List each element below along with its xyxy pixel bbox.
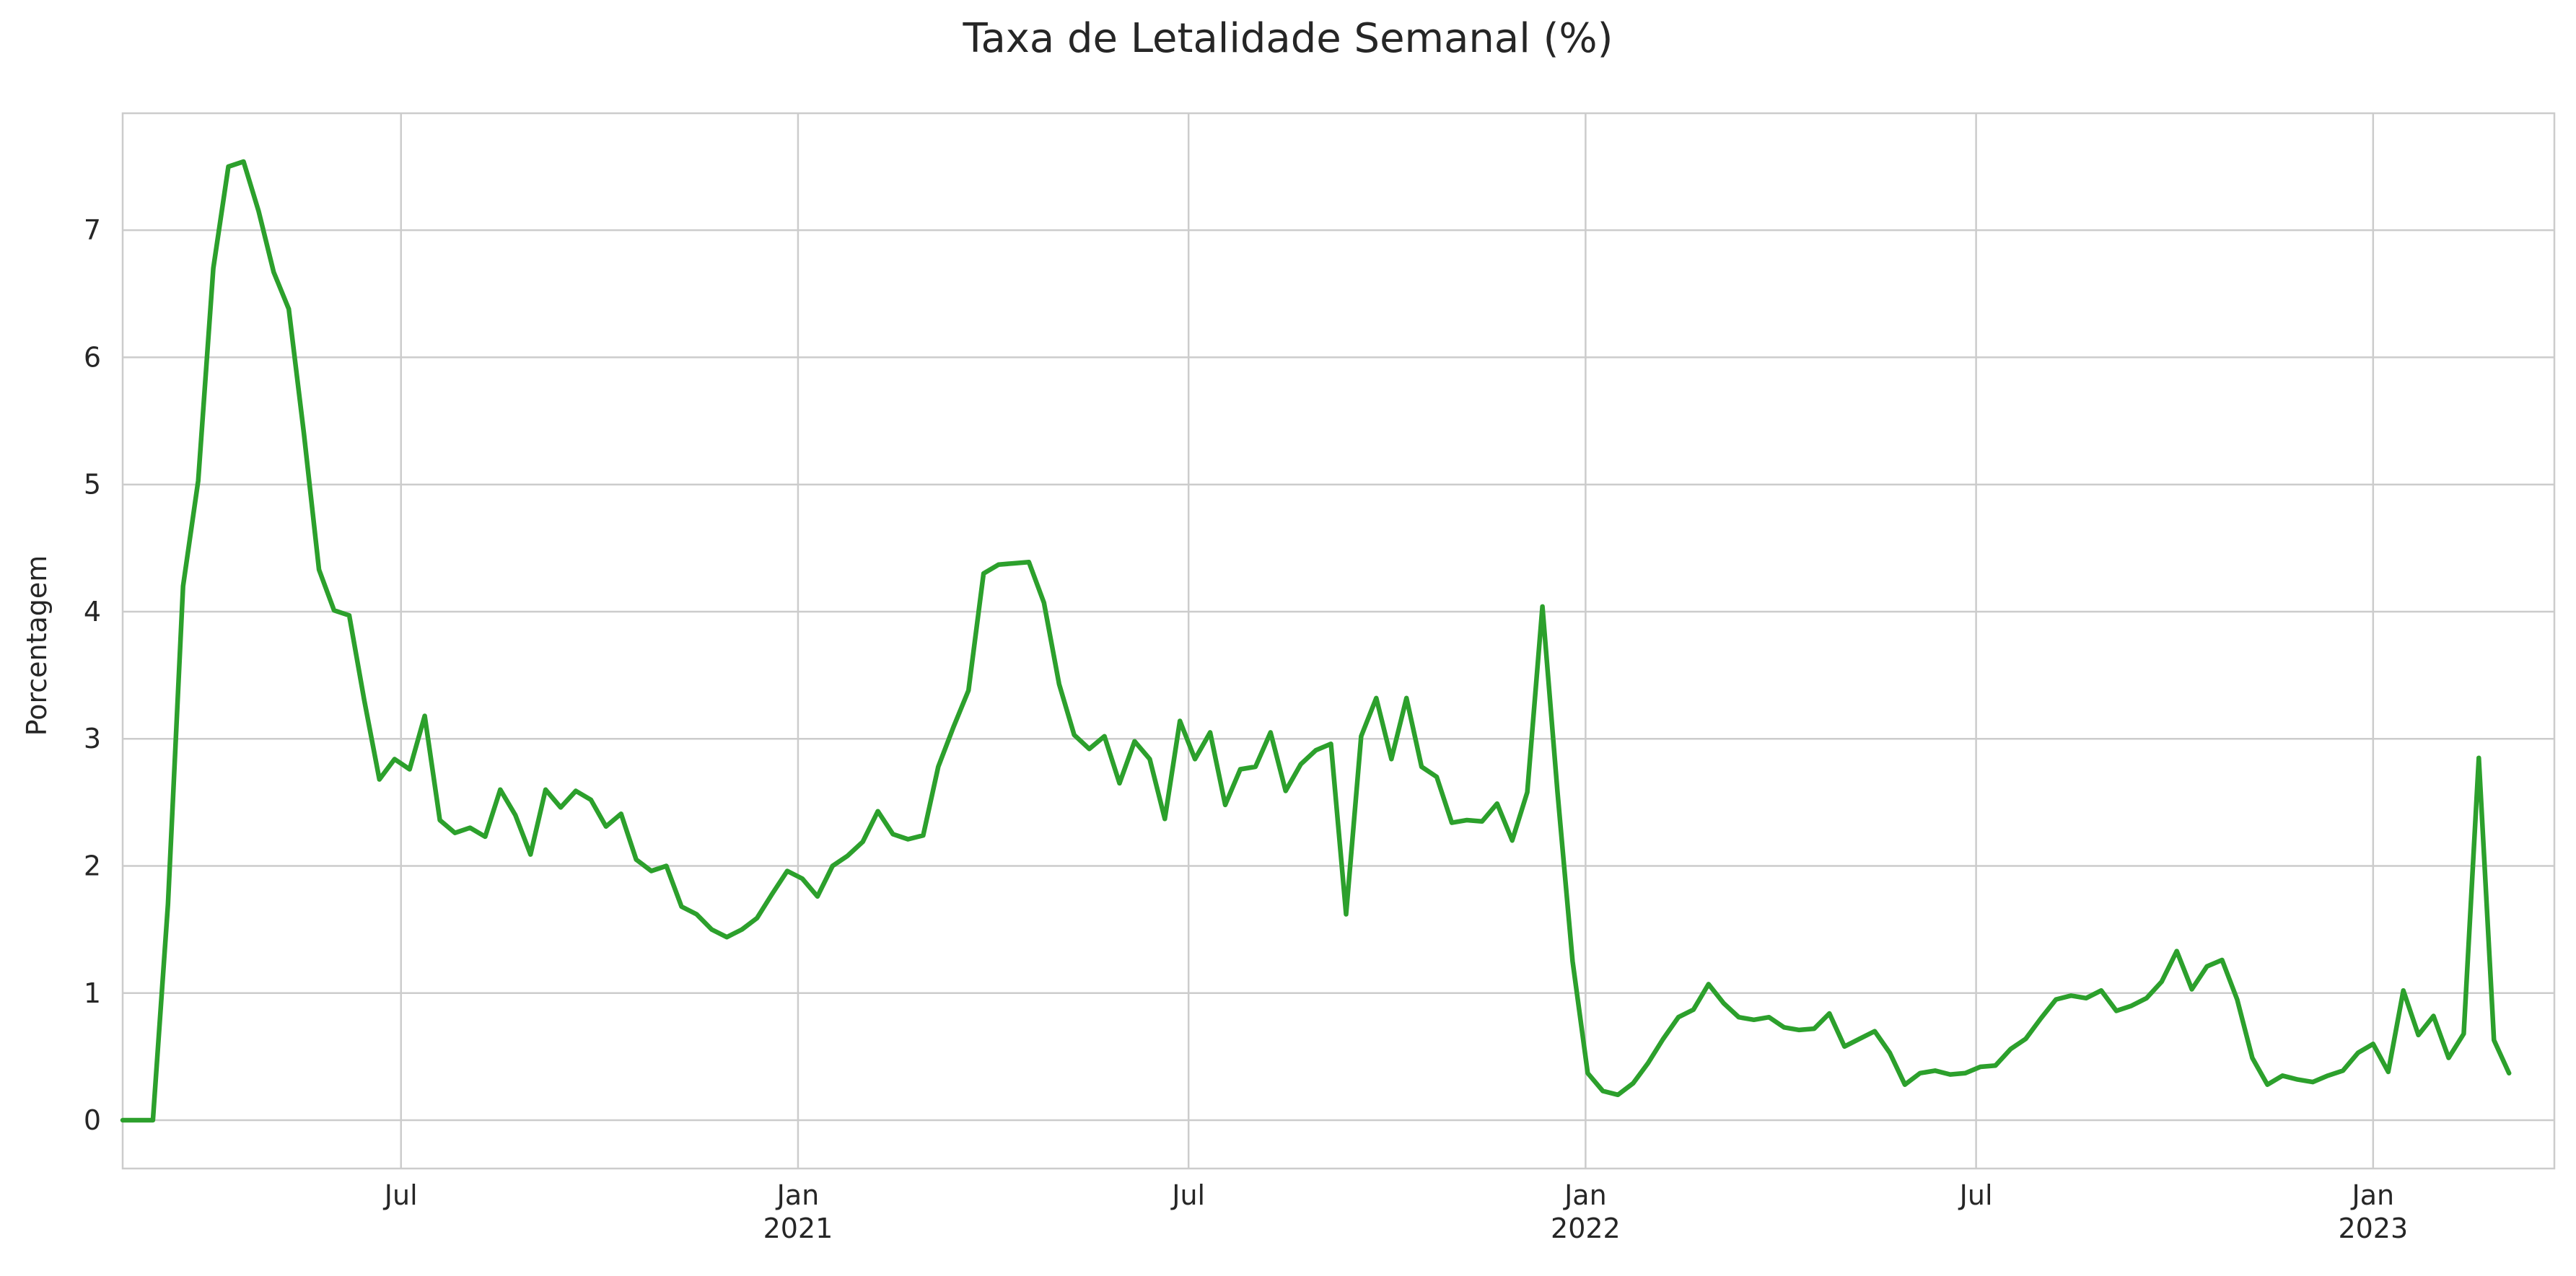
y-tick-label: 6 bbox=[84, 341, 101, 373]
x-tick-month-label: Jul bbox=[1170, 1179, 1205, 1211]
y-tick-label: 3 bbox=[84, 723, 101, 754]
series-line-1 bbox=[120, 159, 2512, 1123]
y-gridlines bbox=[123, 229, 2554, 1122]
x-tick-month-label: Jan bbox=[776, 1179, 820, 1211]
x-tick-year-label: 2021 bbox=[763, 1213, 833, 1244]
y-tick-label: 0 bbox=[84, 1104, 101, 1136]
x-tick-year-label: 2022 bbox=[1551, 1213, 1621, 1244]
y-tick-label: 5 bbox=[84, 469, 101, 501]
y-tick-label: 7 bbox=[84, 214, 101, 246]
x-tick-month-label: Jan bbox=[2351, 1179, 2395, 1211]
y-tick-label: 1 bbox=[84, 977, 101, 1009]
x-gridlines bbox=[400, 113, 2375, 1169]
x-tick-year-label: 2023 bbox=[2338, 1213, 2408, 1244]
series-layer bbox=[120, 159, 2512, 1123]
chart-title: Taxa de Letalidade Semanal (%) bbox=[963, 15, 1613, 62]
y-axis-label: Porcentagem bbox=[21, 555, 53, 736]
x-tick-month-label: Jul bbox=[383, 1179, 418, 1211]
x-tick-month-label: Jul bbox=[1958, 1179, 1993, 1211]
y-tick-label: 2 bbox=[84, 850, 101, 881]
x-tick-month-label: Jan bbox=[1563, 1179, 1607, 1211]
plot-frame bbox=[121, 112, 2556, 1170]
y-tick-label: 4 bbox=[84, 596, 101, 628]
y-tick-labels: 0 1 2 3 4 5 6 7 bbox=[84, 214, 101, 1136]
